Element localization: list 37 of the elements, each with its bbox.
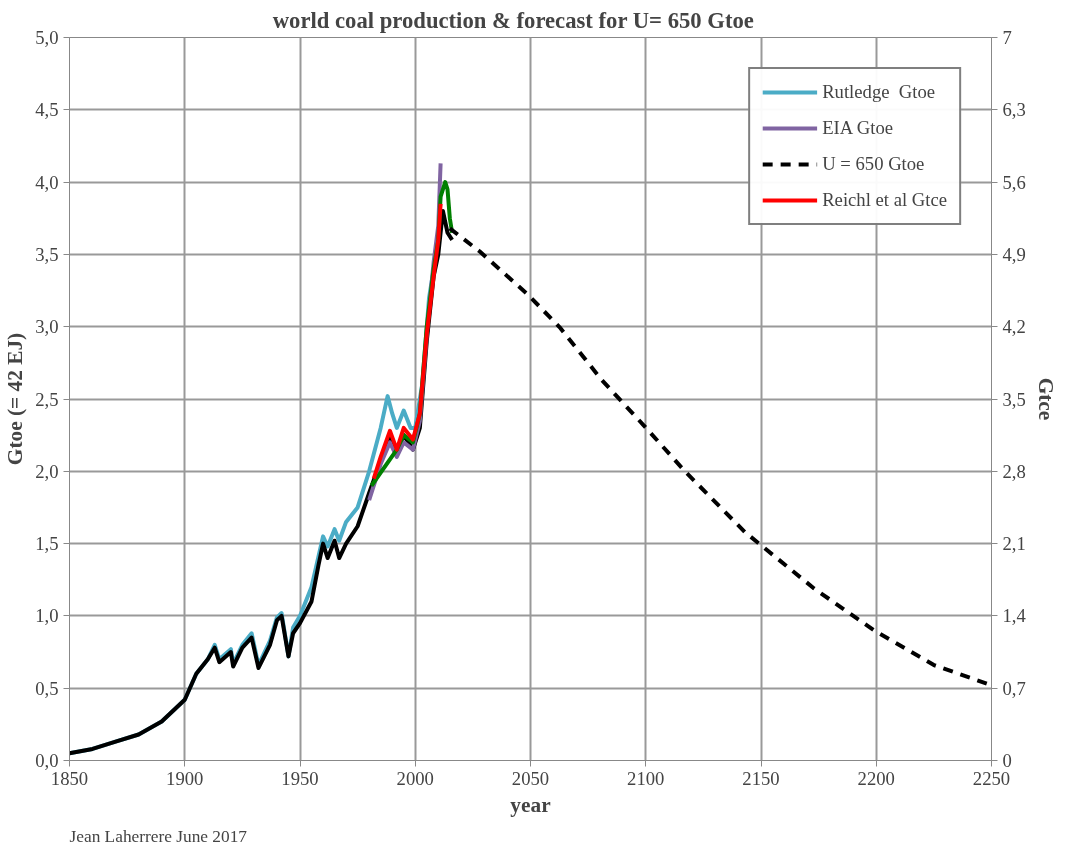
legend-label: EIA Gtoe xyxy=(822,117,894,139)
y-tick-label: 2,0 xyxy=(35,460,59,482)
y-tick-label: 3,0 xyxy=(35,316,59,338)
y-tick-label: 1,0 xyxy=(35,605,59,627)
y2-tick-label: 2,8 xyxy=(1002,460,1026,482)
legend-label: Reichl et al Gtce xyxy=(822,189,947,211)
y-axis-title: Gtoe (= 42 EJ) xyxy=(3,332,28,466)
x-tick-label: 2050 xyxy=(511,767,550,789)
y-tick-label: 2,5 xyxy=(35,388,59,410)
x-tick-label: 2000 xyxy=(396,767,434,789)
y-tick-label: 4,5 xyxy=(35,99,59,121)
y-tick-label: 3,5 xyxy=(35,243,59,265)
legend-label: U = 650 Gtoe xyxy=(822,153,925,175)
y2-tick-label: 4,2 xyxy=(1002,316,1026,338)
legend-label: Rutledge Gtoe xyxy=(822,81,936,103)
y-tick-label: 5,0 xyxy=(35,27,59,48)
y2-tick-label: 6,3 xyxy=(1002,99,1026,121)
y-tick-label: 4,0 xyxy=(35,171,59,193)
y2-tick-label: 2,1 xyxy=(1002,533,1026,555)
y-tick-label: 0,5 xyxy=(35,677,59,699)
y2-tick-label: 1,4 xyxy=(1002,605,1027,627)
y2-tick-label: 0,7 xyxy=(1002,677,1026,699)
y2-tick-label: 3,5 xyxy=(1002,388,1026,410)
x-tick-label: 1900 xyxy=(166,767,204,789)
x-tick-label: 1950 xyxy=(281,767,319,789)
x-axis-title: year xyxy=(510,792,552,817)
x-tick-label: 2100 xyxy=(627,767,665,789)
y-tick-label: 1,5 xyxy=(35,533,59,555)
text: Jean Laherrere June 2017 xyxy=(69,826,248,846)
y2-tick-label: 5,6 xyxy=(1002,171,1026,193)
x-tick-label: 2200 xyxy=(857,767,895,789)
y2-tick-label: 7 xyxy=(1002,27,1012,48)
y2-tick-label: 4,9 xyxy=(1002,243,1026,265)
line-series xyxy=(371,201,443,481)
x-tick-label: 2150 xyxy=(742,767,780,789)
y2-axis-title: Gtce xyxy=(1033,377,1058,421)
chart-title: world coal production & forecast for U= 650 Gtoe xyxy=(272,7,754,33)
